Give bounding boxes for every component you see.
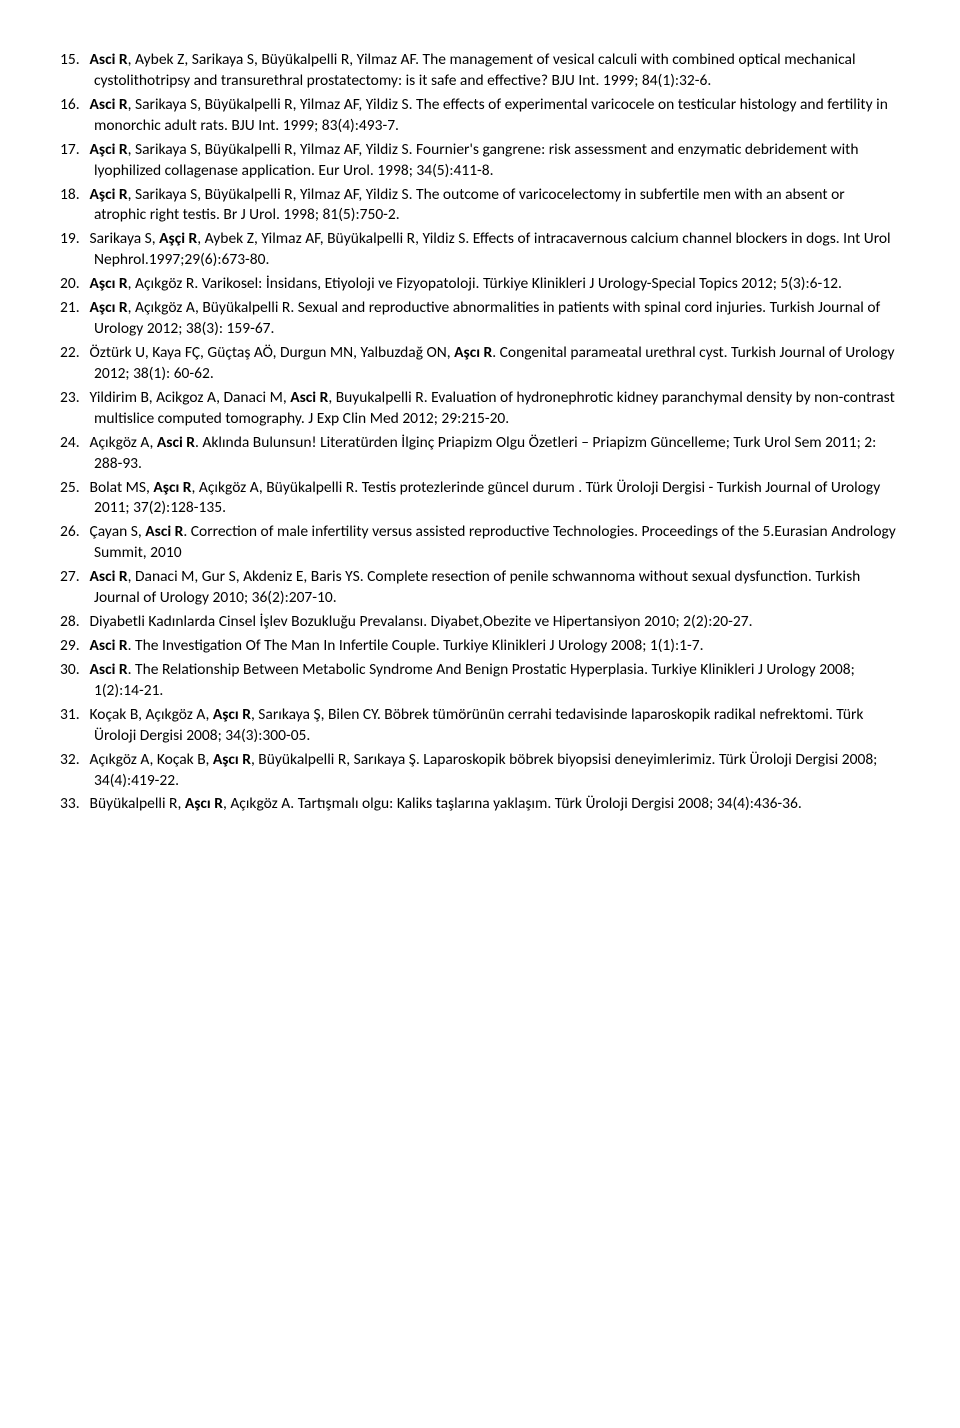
author-bold: Aşci R [90,185,128,204]
reference-item: 32. Açıkgöz A, Koçak B, Aşcı R, Büyükalp… [60,750,900,792]
author-bold: Aşcı R [153,478,191,497]
reference-list: 15. Asci R, Aybek Z, Sarikaya S, Büyükal… [60,50,900,815]
author-bold: Aşcı R [213,705,251,724]
reference-number: 16. [60,95,86,116]
reference-item: 24. Açıkgöz A, Asci R. Aklında Bulunsun!… [60,433,900,475]
reference-number: 31. [60,705,86,726]
reference-item: 30. Asci R. The Relationship Between Met… [60,660,900,702]
reference-number: 25. [60,478,86,499]
author-bold: Asci R [145,522,183,541]
reference-item: 16. Asci R, Sarikaya S, Büyükalpelli R, … [60,95,900,137]
reference-item: 33. Büyükalpelli R, Aşcı R, Açıkgöz A. T… [60,794,900,815]
author-bold: Asci R [90,567,128,586]
author-bold: Aşcı R [213,750,251,769]
reference-number: 22. [60,343,86,364]
reference-number: 29. [60,636,86,657]
reference-number: 26. [60,522,86,543]
reference-number: 17. [60,140,86,161]
reference-number: 24. [60,433,86,454]
author-bold: Asci R [157,433,195,452]
reference-item: 21. Aşcı R, Açıkgöz A, Büyükalpelli R. S… [60,298,900,340]
author-bold: Asci R [290,388,328,407]
author-bold: Asci R [90,95,128,114]
reference-number: 28. [60,612,86,633]
reference-number: 32. [60,750,86,771]
reference-item: 29. Asci R. The Investigation Of The Man… [60,636,900,657]
author-bold: Asci R [90,636,128,655]
reference-item: 18. Aşci R, Sarikaya S, Büyükalpelli R, … [60,185,900,227]
reference-item: 23. Yildirim B, Acikgoz A, Danaci M, Asc… [60,388,900,430]
reference-number: 27. [60,567,86,588]
reference-number: 30. [60,660,86,681]
reference-number: 18. [60,185,86,206]
reference-item: 28. Diyabetli Kadınlarda Cinsel İşlev Bo… [60,612,900,633]
reference-item: 31. Koçak B, Açıkgöz A, Aşcı R, Sarıkaya… [60,705,900,747]
reference-item: 27. Asci R, Danaci M, Gur S, Akdeniz E, … [60,567,900,609]
reference-number: 33. [60,794,86,815]
author-bold: Aşcı R [90,274,128,293]
reference-item: 22. Öztürk U, Kaya FÇ, Güçtaş AÖ, Durgun… [60,343,900,385]
reference-item: 26. Çayan S, Asci R. Correction of male … [60,522,900,564]
author-bold: Aşci R [90,140,128,159]
reference-item: 20. Aşcı R, Açıkgöz R. Varikosel: İnsida… [60,274,900,295]
author-bold: Aşçi R [159,229,197,248]
reference-number: 15. [60,50,86,71]
author-bold: Aşcı R [454,343,492,362]
reference-item: 19. Sarikaya S, Aşçi R, Aybek Z, Yilmaz … [60,229,900,271]
reference-number: 19. [60,229,86,250]
reference-item: 15. Asci R, Aybek Z, Sarikaya S, Büyükal… [60,50,900,92]
author-bold: Aşcı R [90,298,128,317]
author-bold: Aşcı R [185,794,223,813]
reference-item: 25. Bolat MS, Aşcı R, Açıkgöz A, Büyükal… [60,478,900,520]
author-bold: Asci R [90,660,128,679]
reference-number: 21. [60,298,86,319]
reference-number: 20. [60,274,86,295]
author-bold: Asci R [90,50,128,69]
reference-number: 23. [60,388,86,409]
reference-item: 17. Aşci R, Sarikaya S, Büyükalpelli R, … [60,140,900,182]
